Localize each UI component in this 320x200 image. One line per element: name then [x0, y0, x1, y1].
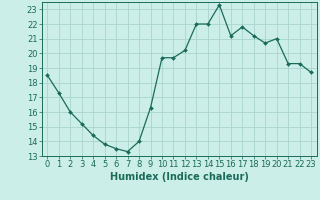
X-axis label: Humidex (Indice chaleur): Humidex (Indice chaleur)	[110, 172, 249, 182]
